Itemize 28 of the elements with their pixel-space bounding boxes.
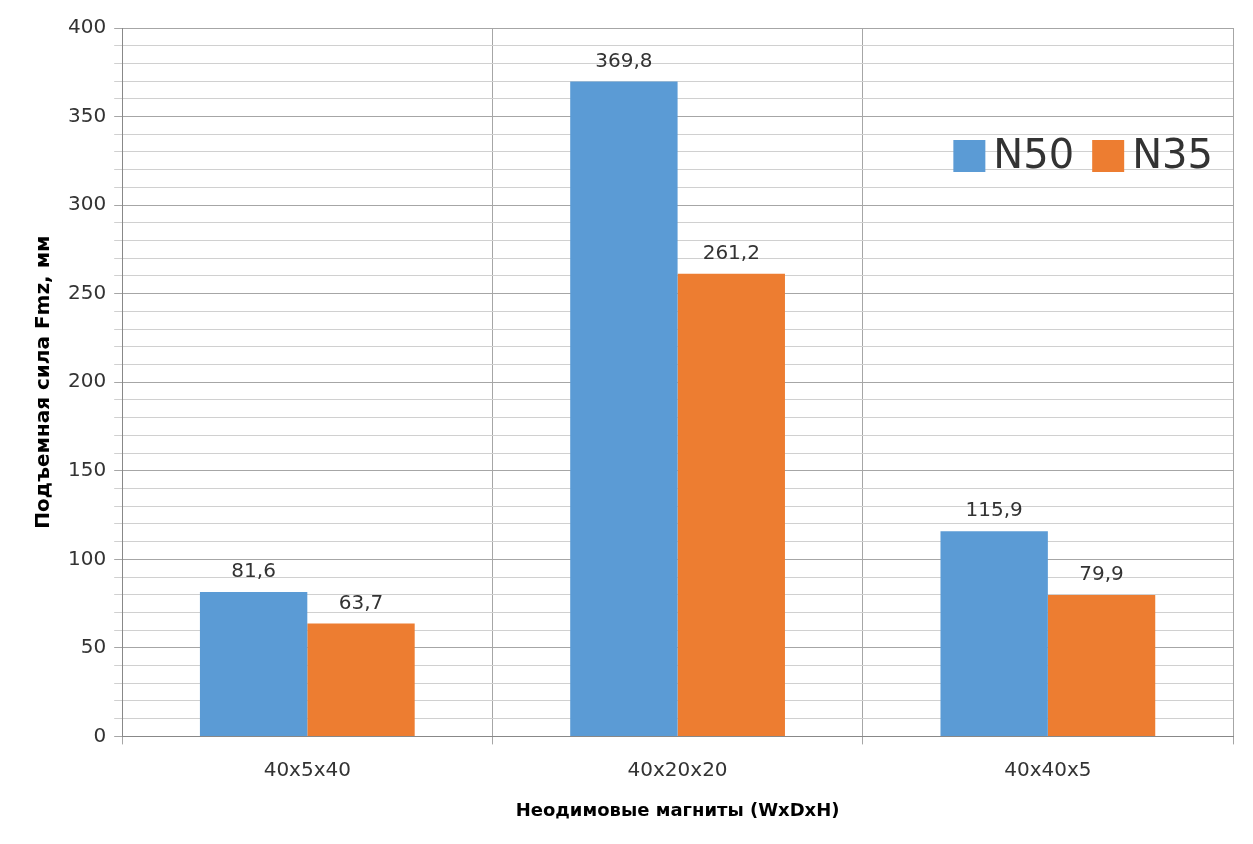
data-label: 261,2	[702, 240, 760, 265]
x-tick-label: 40x40x5	[1004, 756, 1092, 781]
bar	[1047, 594, 1156, 736]
bar	[940, 531, 1048, 736]
y-tick-label: 100	[67, 545, 107, 570]
y-tick-label: 250	[67, 279, 107, 304]
legend-label: N35	[1132, 131, 1214, 178]
bar	[570, 81, 678, 736]
y-tick-label: 350	[67, 102, 107, 127]
y-tick-label: 300	[67, 191, 107, 216]
y-tick-label: 400	[67, 14, 107, 39]
x-axis-title: Неодимовые магниты (WxDxH)	[515, 798, 840, 820]
x-tick-label: 40x20x20	[627, 756, 728, 781]
data-label: 63,7	[338, 589, 384, 614]
legend-label: N50	[993, 131, 1075, 178]
bar	[307, 623, 415, 736]
y-tick-label: 150	[67, 456, 107, 481]
y-axis-title: Подъемная сила Fmz, мм	[30, 235, 55, 529]
bar	[199, 591, 308, 736]
y-tick-label: 0	[93, 722, 107, 747]
data-label: 115,9	[965, 497, 1023, 522]
data-label: 81,6	[231, 558, 276, 583]
data-label: 369,8	[595, 47, 653, 72]
data-label: 79,9	[1079, 561, 1124, 586]
x-tick-label: 40x5x40	[263, 756, 351, 781]
bar	[677, 273, 785, 736]
y-tick-label: 200	[67, 368, 107, 393]
y-tick-label: 50	[80, 634, 107, 659]
